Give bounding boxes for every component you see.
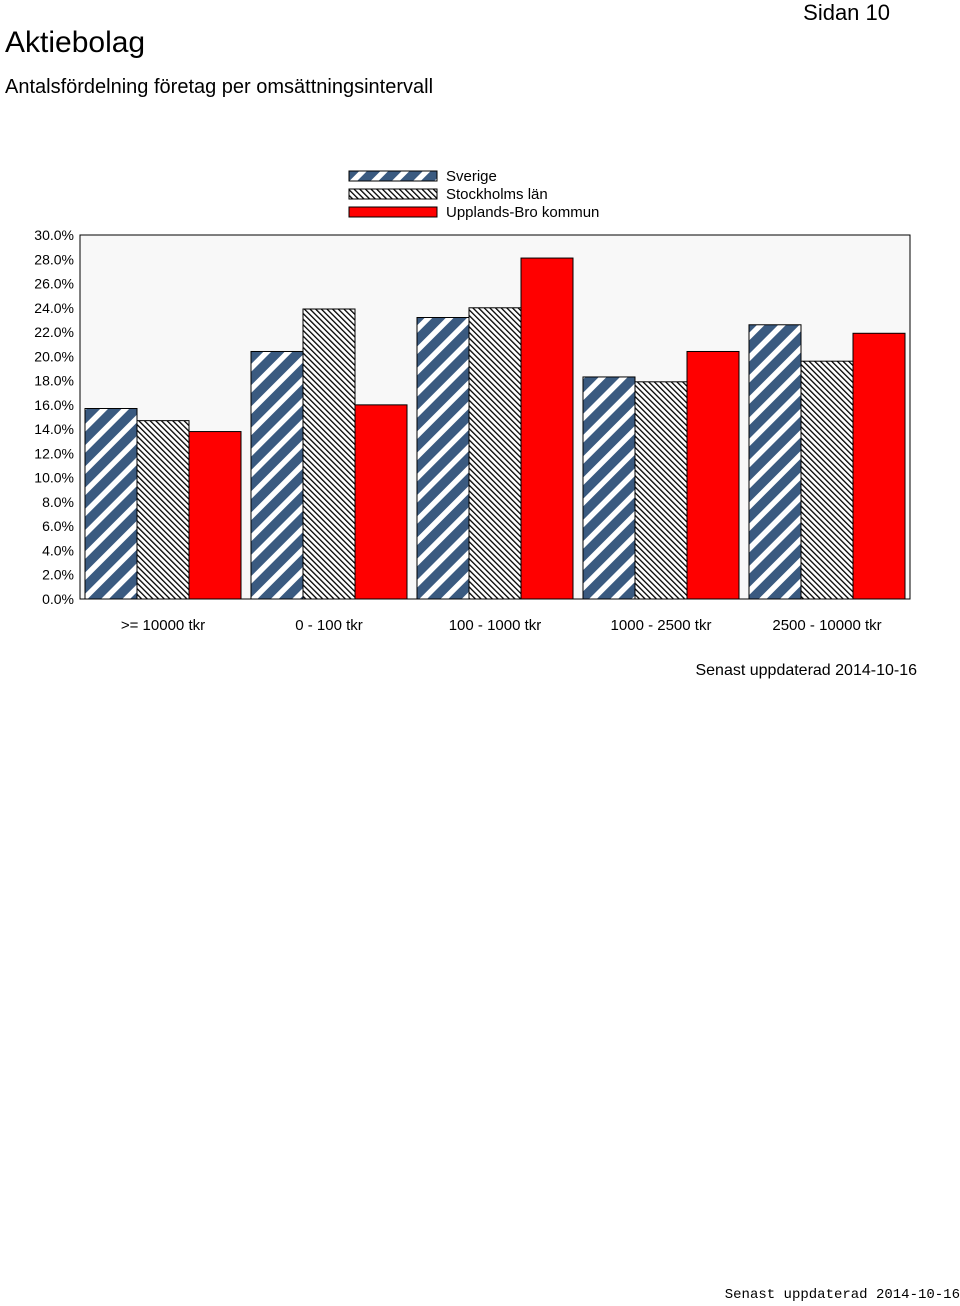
bar-sverige-0	[84, 408, 138, 600]
y-axis: 0.0% 2.0% 4.0% 6.0% 8.0% 10.0% 12.0% 14.0% 16.0%…	[34, 227, 74, 607]
bars-group	[84, 257, 906, 600]
y-tick-label: 16.0%	[34, 397, 74, 413]
y-tick-label: 0.0%	[42, 591, 74, 607]
bar-sverige-1	[250, 350, 304, 600]
legend-label: Stockholms län	[446, 186, 548, 203]
y-tick-label: 10.0%	[34, 470, 74, 486]
y-tick-label: 14.0%	[34, 421, 74, 437]
y-tick-label: 28.0%	[34, 251, 74, 267]
y-tick-label: 24.0%	[34, 300, 74, 316]
legend-swatch	[348, 170, 438, 182]
legend-label: Upplands-Bro kommun	[446, 204, 599, 221]
x-category-label: >= 10000 tkr	[121, 617, 205, 634]
legend-swatch	[348, 188, 438, 200]
y-tick-label: 18.0%	[34, 373, 74, 389]
x-category-label: 2500 - 10000 tkr	[772, 617, 881, 634]
legend-label: Sverige	[446, 168, 497, 185]
bar-stockholms-l-n-2	[468, 307, 522, 600]
report-subtitle: Antalsfördelning företag per omsättnings…	[5, 76, 434, 98]
bar-upplands-bro-kommun-2	[520, 257, 574, 600]
chart-updated-note: Senast uppdaterad 2014-10-16	[695, 662, 917, 679]
y-tick-label: 22.0%	[34, 324, 74, 340]
report-title: Aktiebolag	[5, 26, 146, 59]
bar-stockholms-l-n-1	[302, 308, 356, 600]
y-tick-label: 20.0%	[34, 348, 74, 364]
x-axis: >= 10000 tkr 0 - 100 tkr 100 - 1000 tkr 100…	[121, 617, 882, 634]
y-tick-label: 30.0%	[34, 227, 74, 243]
y-tick-label: 4.0%	[42, 542, 74, 558]
bar-stockholms-l-n-0	[136, 420, 190, 600]
footer-timestamp: Senast uppdaterad 2014-10-16	[724, 1287, 960, 1303]
x-category-label: 1000 - 2500 tkr	[611, 617, 712, 634]
y-tick-label: 26.0%	[34, 276, 74, 292]
y-tick-label: 6.0%	[42, 518, 74, 534]
bar-sverige-4	[748, 324, 802, 600]
y-tick-label: 8.0%	[42, 494, 74, 510]
page-number: Sidan 10	[803, 0, 890, 25]
bar-upplands-bro-kommun-0	[188, 431, 242, 600]
x-category-label: 0 - 100 tkr	[295, 617, 363, 634]
x-category-label: 100 - 1000 tkr	[449, 617, 542, 634]
bar-sverige-2	[416, 317, 470, 600]
bar-upplands-bro-kommun-3	[686, 350, 740, 600]
bar-sverige-3	[582, 376, 636, 600]
bar-upplands-bro-kommun-1	[354, 404, 408, 600]
bar-stockholms-l-n-3	[634, 381, 688, 600]
y-tick-label: 12.0%	[34, 445, 74, 461]
legend-swatch	[348, 206, 438, 218]
y-tick-label: 2.0%	[42, 567, 74, 583]
bar-stockholms-l-n-4	[800, 360, 854, 600]
bar-upplands-bro-kommun-4	[852, 332, 906, 600]
